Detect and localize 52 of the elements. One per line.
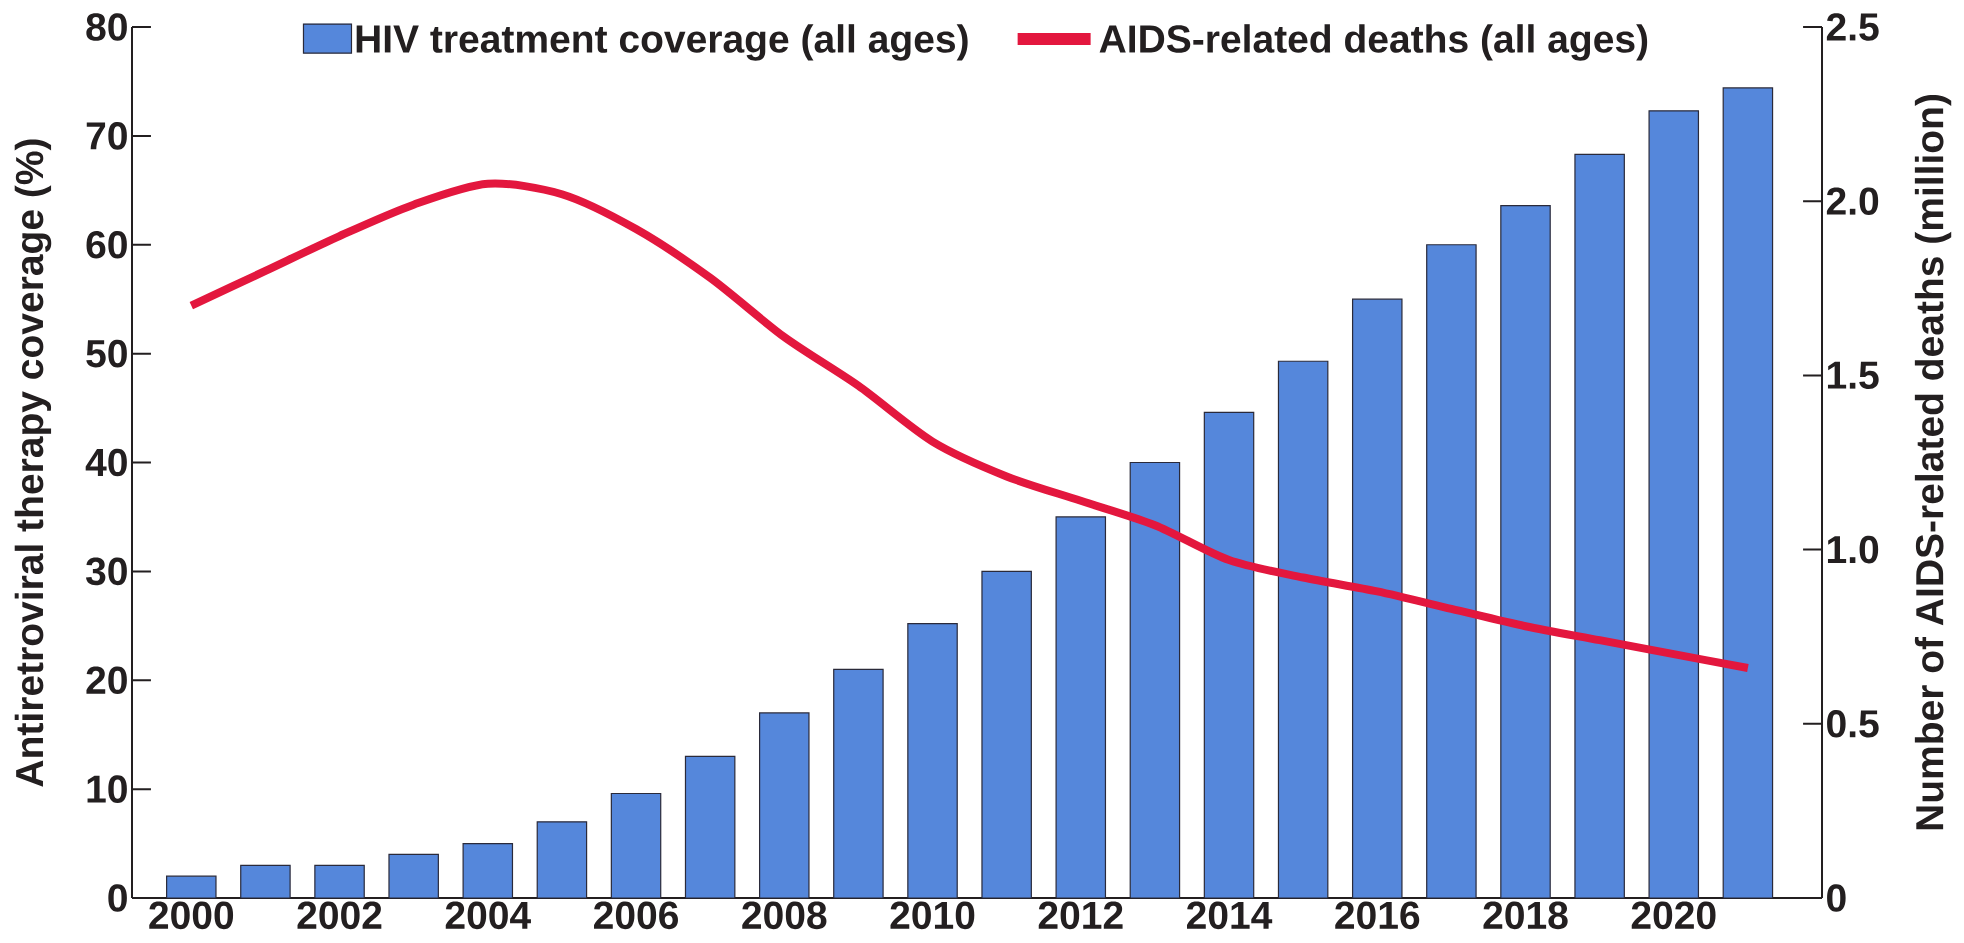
x-tick-label: 2018	[1483, 901, 1568, 930]
bar	[981, 570, 1032, 899]
bar	[684, 755, 736, 899]
y2-tick-label: 1.0	[1827, 535, 1879, 564]
bar	[610, 792, 662, 899]
y-tick-label: 50	[86, 339, 127, 368]
bar	[1574, 153, 1625, 899]
x-tick-label: 2010	[890, 901, 975, 930]
y-axis-title: Antiretroviral therapy coverage (%)	[14, 139, 52, 787]
y-tick-label: 70	[86, 122, 127, 150]
y-tick-label: 60	[86, 230, 127, 259]
x-tick-label: 2004	[445, 901, 531, 930]
y2-tick-label: 2.0	[1826, 187, 1879, 215]
bar	[1648, 110, 1700, 899]
y2-tick-label: 0	[1827, 884, 1846, 912]
bar	[536, 821, 588, 899]
legend-label: AIDS-related deaths (all ages)	[1099, 24, 1648, 61]
x-tick-label: 2012	[1038, 901, 1123, 930]
bar	[907, 623, 958, 899]
x-tick-label: 2008	[742, 901, 827, 930]
x-tick-label: 2016	[1335, 901, 1420, 930]
bar	[1129, 461, 1181, 899]
bar	[462, 842, 514, 899]
y2-axis-title: Number of AIDS-related deaths (million)	[1914, 95, 1952, 830]
bar	[166, 875, 217, 899]
y-tick-label: 40	[85, 448, 127, 477]
y-tick-label: 80	[86, 13, 127, 41]
y-tick-label: 20	[86, 666, 127, 695]
y2-tick-label: 0.5	[1827, 709, 1879, 738]
y-tick-label: 30	[85, 557, 127, 586]
bar	[314, 864, 365, 899]
bar	[1277, 360, 1329, 899]
bar	[1203, 411, 1255, 899]
bar	[1351, 298, 1403, 899]
x-tick-label: 2002	[297, 901, 382, 930]
y2-tick-label: 1.5	[1827, 361, 1879, 389]
bar	[1722, 87, 1774, 899]
x-tick-label: 2014	[1187, 901, 1273, 930]
legend-label: HIV treatment coverage (all ages)	[356, 24, 968, 61]
x-tick-label: 2000	[149, 901, 234, 930]
bar	[388, 853, 439, 899]
bar	[1055, 516, 1107, 899]
bar	[1426, 244, 1477, 899]
x-tick-label: 2020	[1631, 901, 1716, 930]
bar	[759, 712, 810, 899]
bar	[833, 668, 884, 899]
x-tick-label: 2006	[594, 901, 678, 930]
bar	[240, 864, 291, 899]
bar	[1500, 204, 1551, 899]
y-tick-label: 10	[87, 775, 127, 803]
y-tick-label: 0	[108, 884, 127, 912]
y2-tick-label: 2.5	[1826, 13, 1879, 41]
